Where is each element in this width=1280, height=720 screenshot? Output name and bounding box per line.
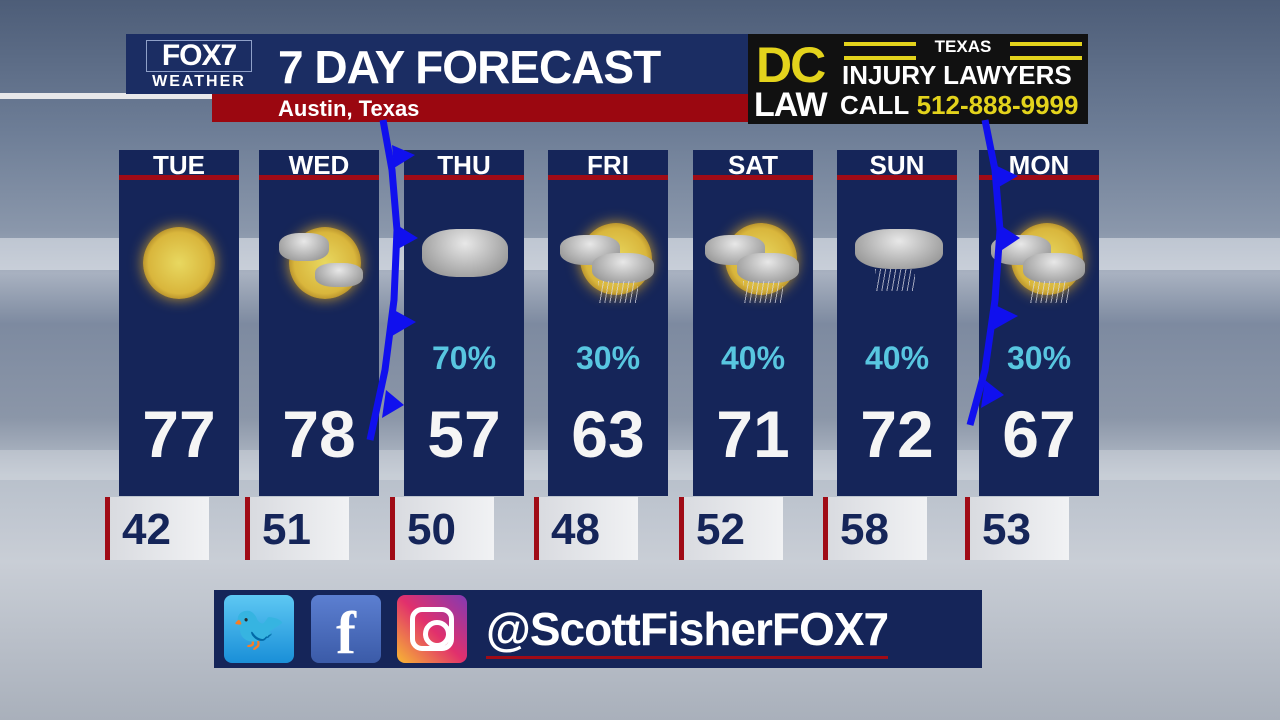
high-temp: 77 xyxy=(142,397,216,471)
logo-subtext: WEATHER xyxy=(152,73,246,90)
ad-injury: INJURY LAWYERS xyxy=(842,60,1072,90)
location-label: Austin, Texas xyxy=(278,96,420,121)
partly-cloudy-icon xyxy=(259,215,379,305)
precip-chance: 30% xyxy=(575,340,641,376)
high-temp: 63 xyxy=(571,397,645,471)
low-temp: 53 xyxy=(965,497,1069,560)
forecast-day-tue: TUE 77 xyxy=(119,150,239,496)
forecast-day-thu: THU 70% 57 xyxy=(404,150,524,496)
high-temp: 67 xyxy=(1002,397,1076,471)
sun-showers-icon xyxy=(693,215,813,305)
location-bar xyxy=(212,94,750,122)
precip-chance: 30% xyxy=(1006,340,1072,376)
day-label: TUE xyxy=(119,150,239,180)
high-temp: 57 xyxy=(427,397,501,471)
low-temp: 51 xyxy=(245,497,349,560)
day-label: FRI xyxy=(548,150,668,180)
instagram-icon[interactable] xyxy=(397,595,467,663)
fox7-weather-logo: FOX7 WEATHER xyxy=(146,40,252,92)
social-handle[interactable]: @ScottFisherFOX7 xyxy=(486,602,889,659)
precip-chance: 70% xyxy=(431,340,497,376)
logo-text: FOX7 xyxy=(146,40,252,72)
precip-chance: 40% xyxy=(864,340,930,376)
forecast-day-fri: FRI 30% 63 xyxy=(548,150,668,496)
low-temp: 48 xyxy=(534,497,638,560)
forecast-day-sat: SAT 40% 71 xyxy=(693,150,813,496)
low-temp: 52 xyxy=(679,497,783,560)
forecast-day-sun: SUN 40% 72 xyxy=(837,150,957,496)
day-label: MON xyxy=(979,150,1099,180)
twitter-icon[interactable]: 🐦 xyxy=(224,595,294,663)
sunny-icon xyxy=(119,215,239,305)
rain-icon xyxy=(837,215,957,305)
high-temp: 78 xyxy=(282,397,356,471)
page-title: 7 DAY FORECAST xyxy=(278,41,661,93)
low-temp: 58 xyxy=(823,497,927,560)
cloudy-icon xyxy=(404,215,524,305)
ad-law: LAW xyxy=(754,86,828,124)
ad-call-label: CALL xyxy=(840,90,910,120)
facebook-icon[interactable]: f xyxy=(311,595,381,666)
ad-dc: DC xyxy=(756,37,826,93)
forecast-day-wed: WED 78 xyxy=(259,150,379,496)
ad-texas: TEXAS xyxy=(844,38,1082,60)
header-bar xyxy=(126,34,750,94)
social-bar: 🐦 f @ScottFisherFOX7 xyxy=(214,590,982,668)
day-label: SUN xyxy=(837,150,957,180)
divider xyxy=(0,93,212,99)
sponsor-ad: DC LAW TEXAS INJURY LAWYERS CALL 512-888… xyxy=(748,34,1088,124)
sun-showers-icon xyxy=(548,215,668,305)
precip-chance: 40% xyxy=(720,340,786,376)
ad-phone: 512-888-9999 xyxy=(916,90,1079,120)
high-temp: 71 xyxy=(716,397,790,471)
low-temp: 42 xyxy=(105,497,209,560)
day-label: SAT xyxy=(693,150,813,180)
low-temp: 50 xyxy=(390,497,494,560)
high-temp: 72 xyxy=(860,397,934,471)
ad-call: CALL 512-888-9999 xyxy=(840,90,1078,121)
day-label: WED xyxy=(259,150,379,180)
day-label: THU xyxy=(404,150,524,180)
